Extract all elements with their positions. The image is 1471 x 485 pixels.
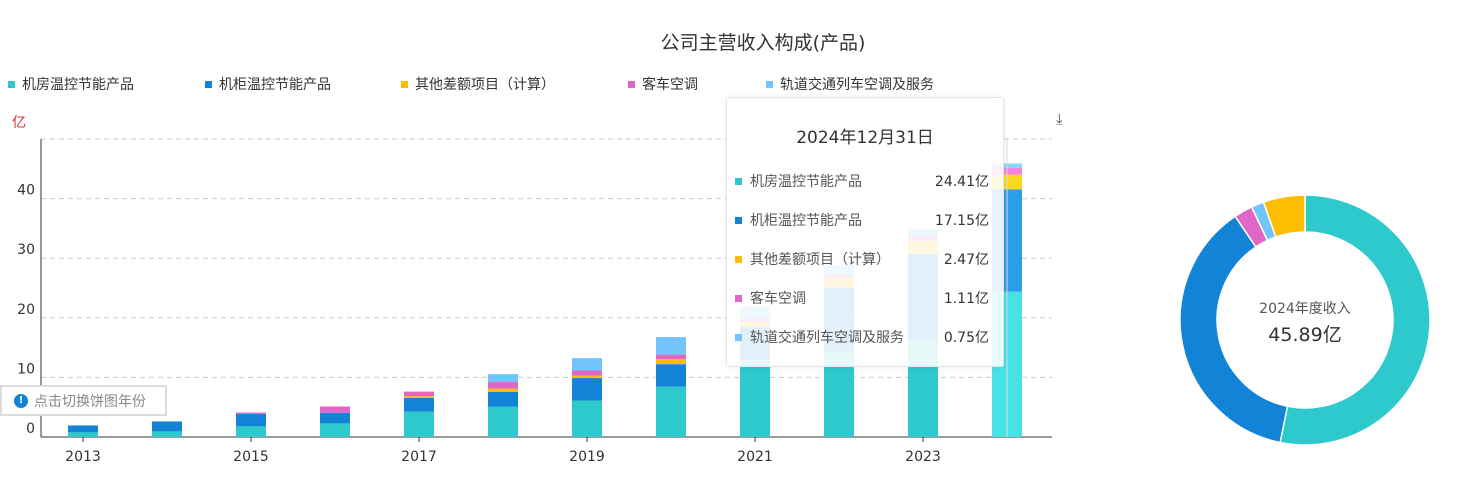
y-tick-label: 0: [26, 421, 35, 437]
bar-2016-3: [320, 406, 350, 413]
legend-label: 轨道交通列车空调及服务: [780, 77, 934, 93]
bar-2016-1: [320, 412, 350, 424]
bar-2015-3: [236, 412, 266, 414]
bar-2017-1: [404, 397, 434, 412]
x-tick-label: 2013: [65, 449, 101, 465]
bar-2018-2: [488, 388, 518, 393]
swatch: [735, 294, 742, 302]
bar-2015-0: [236, 426, 266, 437]
tooltip-row: 机房温控节能产品 24.41亿: [735, 171, 989, 191]
tooltip-name: 客车空调: [750, 291, 806, 307]
tooltip-row: 机柜温控节能产品 17.15亿: [735, 210, 989, 230]
tooltip: 2024年12月31日 机房温控节能产品 24.41亿 机柜温控节能产品 17.15…: [726, 97, 1004, 367]
legend-label: 客车空调: [642, 77, 698, 93]
swatch: [735, 333, 742, 341]
legend-item[interactable]: 机柜温控节能产品: [205, 74, 331, 94]
legend-swatch: [628, 80, 635, 88]
swatch: [735, 216, 742, 224]
donut-total: 45.89亿: [1268, 324, 1342, 346]
y-tick-label: 10: [17, 361, 35, 377]
bar-2017-3: [404, 391, 434, 397]
tooltip-title: 2024年12月31日: [796, 128, 934, 148]
bar-2014-1: [152, 421, 182, 432]
switch-label: 点击切换饼图年份: [34, 393, 146, 410]
bar-2015-1: [236, 413, 266, 427]
legend-item[interactable]: 机房温控节能产品: [8, 74, 134, 94]
x-tick-label: 2015: [233, 449, 269, 465]
x-tick-label: 2021: [737, 449, 773, 465]
bar-2018-0: [488, 406, 518, 437]
donut-center-label: 2024年度收入 45.89亿: [1235, 298, 1375, 347]
donut-slice-0: [1279, 194, 1431, 446]
info-icon: !: [14, 393, 28, 408]
donut-label: 2024年度收入: [1259, 301, 1351, 317]
bar-2016-0: [320, 423, 350, 437]
bar-2014-0: [152, 431, 182, 437]
y-tick-label: 30: [17, 242, 35, 258]
bar-2021-0: [740, 359, 770, 437]
legend-item[interactable]: 客车空调: [628, 74, 698, 94]
legend-label: 机柜温控节能产品: [219, 77, 331, 93]
tooltip-name: 机柜温控节能产品: [750, 213, 862, 229]
tooltip-name: 其他差额项目（计算）: [750, 252, 890, 268]
bar-2019-0: [572, 400, 602, 437]
y-tick-label: 20: [17, 302, 35, 318]
tooltip-name: 机房温控节能产品: [750, 174, 862, 190]
donut-slice-2: [1262, 194, 1306, 238]
bar-2020-1: [656, 364, 686, 387]
y-axis-unit: 亿: [12, 115, 26, 131]
bar-2019-2: [572, 375, 602, 379]
swatch: [735, 255, 742, 263]
chart-title: 公司主营收入构成(产品): [660, 32, 866, 54]
tooltip-value: 17.15亿: [934, 213, 989, 229]
bar-2020-2: [656, 359, 686, 365]
legend-swatch: [8, 80, 15, 88]
y-tick-label: 40: [17, 183, 35, 199]
x-tick-label: 2019: [569, 449, 605, 465]
tooltip-row: 轨道交通列车空调及服务 0.75亿: [735, 327, 989, 347]
legend-swatch: [401, 80, 408, 88]
bar-2013-0: [68, 432, 98, 437]
legend-item[interactable]: 轨道交通列车空调及服务: [766, 74, 934, 94]
bar-2018-4: [488, 374, 518, 383]
tooltip-value: 0.75亿: [943, 330, 989, 346]
bar-2018-1: [488, 392, 518, 407]
tooltip-name: 轨道交通列车空调及服务: [750, 330, 904, 346]
bar-2020-0: [656, 386, 686, 437]
legend-swatch: [205, 80, 212, 88]
x-tick-label: 2023: [905, 449, 941, 465]
bar-2019-1: [572, 378, 602, 401]
bar-2017-2: [404, 396, 434, 398]
tooltip-row: 客车空调 1.11亿: [735, 288, 989, 308]
tooltip-value: 2.47亿: [943, 252, 989, 268]
bar-2017-0: [404, 411, 434, 437]
legend-swatch: [766, 80, 773, 88]
tooltip-row: 其他差额项目（计算） 2.47亿: [735, 249, 989, 269]
legend-label: 机房温控节能产品: [22, 77, 134, 93]
legend-item[interactable]: 其他差额项目（计算）: [401, 74, 555, 94]
x-tick-label: 2017: [401, 449, 437, 465]
tooltip-value: 1.11亿: [943, 291, 989, 307]
bar-2013-1: [68, 425, 98, 433]
legend-label: 其他差额项目（计算）: [415, 77, 555, 93]
bar-2020-3: [656, 354, 686, 360]
download-icon[interactable]: ⤓: [1056, 110, 1063, 128]
tooltip-value: 24.41亿: [934, 174, 989, 190]
bar-2020-4: [656, 337, 686, 355]
bar-2019-4: [572, 358, 602, 371]
bar-2018-3: [488, 382, 518, 389]
donut-slice-1: [1179, 215, 1289, 444]
swatch: [735, 177, 742, 185]
switch-pie-year-button[interactable]: ! 点击切换饼图年份: [0, 385, 167, 416]
bar-2019-3: [572, 370, 602, 376]
